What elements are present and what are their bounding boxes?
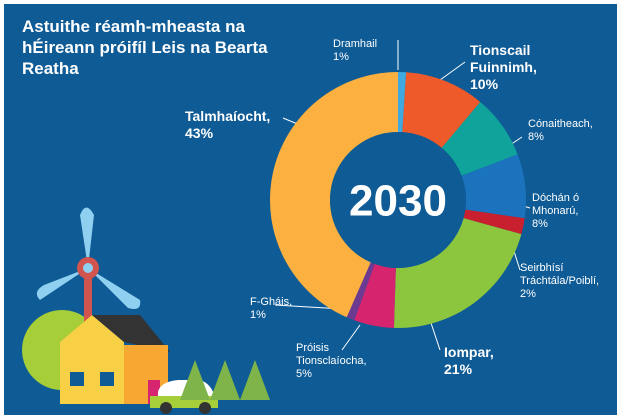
value-label: 5% [296, 368, 312, 380]
donut-slice [393, 218, 522, 328]
category-label: Tionscail Fuinnimh, [470, 42, 537, 75]
slice-label: Tionscail Fuinnimh, 10% [470, 42, 570, 93]
slice-label: Cónaitheach, 8% [528, 118, 608, 144]
donut-hole [330, 132, 466, 268]
value-label: 8% [528, 131, 544, 143]
slice-label: Próisis Tionsclaíocha, 5% [296, 342, 386, 381]
category-label: Dramhail [333, 38, 378, 50]
category-label: Seirbhísí Tráchtála/Poiblí, [520, 262, 600, 287]
category-label: Talmhaíocht, [185, 108, 271, 124]
donut-slice [461, 154, 526, 219]
donut-slice [398, 72, 407, 133]
value-label: 1% [333, 51, 349, 63]
donut-slice [441, 101, 518, 176]
donut-slice [402, 72, 481, 148]
category-label: Iompar, [444, 344, 494, 360]
slice-label: Seirbhísí Tráchtála/Poiblí, 2% [520, 262, 615, 301]
category-label: F-Gháis, [250, 296, 293, 308]
slice-label: F-Gháis, 1% [250, 296, 310, 322]
category-label: Cónaitheach, [528, 118, 593, 130]
slice-label: Dóchán ó Mhonarú, 8% [532, 192, 594, 231]
value-label: 43% [185, 125, 214, 141]
value-label: 21% [444, 361, 473, 377]
slice-label: Dramhail 1% [333, 38, 393, 64]
donut-slice [346, 262, 375, 321]
value-label: 10% [470, 76, 499, 92]
slice-label: Talmhaíocht, 43% [185, 108, 295, 142]
donut-slice [354, 263, 396, 328]
center-label: 2030 [349, 177, 447, 226]
slice-label: Iompar, 21% [444, 344, 524, 378]
illustration [22, 207, 270, 414]
category-label: Próisis Tionsclaíocha, [296, 342, 367, 367]
chart-title: Astuithe réamh-mheasta na hÉireann próif… [22, 17, 268, 78]
value-label: 2% [520, 288, 536, 300]
value-label: 1% [250, 309, 266, 321]
value-label: 8% [532, 218, 548, 230]
donut-slice [463, 209, 525, 235]
donut-slice [270, 72, 398, 318]
category-label: Dóchán ó Mhonarú, [532, 192, 580, 217]
